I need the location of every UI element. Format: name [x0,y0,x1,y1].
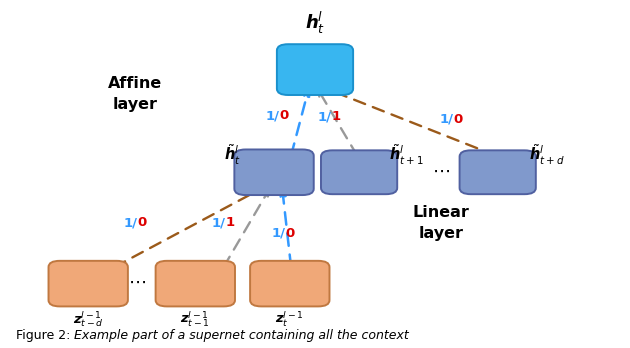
Text: 1/: 1/ [212,216,226,229]
FancyBboxPatch shape [321,150,397,194]
FancyBboxPatch shape [460,150,536,194]
Text: Figure 2:: Figure 2: [16,329,74,342]
FancyBboxPatch shape [234,150,314,195]
Text: 1/: 1/ [272,227,285,240]
Text: 1: 1 [332,110,341,123]
Text: 1/: 1/ [123,216,137,229]
Text: 1: 1 [226,216,234,229]
Text: $\tilde{\boldsymbol{h}}_{t+1}^l$: $\tilde{\boldsymbol{h}}_{t+1}^l$ [389,143,423,167]
Text: $\tilde{\boldsymbol{h}}_t^l$: $\tilde{\boldsymbol{h}}_t^l$ [224,143,241,167]
Text: 0: 0 [285,227,295,240]
Text: 0: 0 [137,216,147,229]
Text: Linear
layer: Linear layer [413,205,469,241]
Text: 1/: 1/ [318,110,332,123]
Text: $\tilde{\boldsymbol{h}}_{t+d}^l$: $\tilde{\boldsymbol{h}}_{t+d}^l$ [529,143,565,167]
FancyBboxPatch shape [156,261,235,306]
Text: $\cdots$: $\cdots$ [129,273,146,291]
Text: $\boldsymbol{z}_{t-1}^{l-1}$: $\boldsymbol{z}_{t-1}^{l-1}$ [180,310,210,329]
Text: 0: 0 [454,113,463,126]
Text: 1/: 1/ [440,113,454,126]
Text: $\boldsymbol{z}_{t-d}^{l-1}$: $\boldsymbol{z}_{t-d}^{l-1}$ [72,310,104,329]
FancyBboxPatch shape [277,44,353,95]
Text: $\boldsymbol{h}_t^l$: $\boldsymbol{h}_t^l$ [305,9,325,36]
Text: 0: 0 [279,109,289,122]
Text: $\cdots$: $\cdots$ [432,161,450,180]
Text: 1/: 1/ [265,109,279,122]
FancyBboxPatch shape [49,261,128,306]
Text: Example part of a supernet containing all the context: Example part of a supernet containing al… [74,329,409,342]
Text: $\boldsymbol{z}_{t}^{l-1}$: $\boldsymbol{z}_{t}^{l-1}$ [275,310,304,329]
FancyBboxPatch shape [250,261,329,306]
Text: Affine
layer: Affine layer [108,76,163,112]
